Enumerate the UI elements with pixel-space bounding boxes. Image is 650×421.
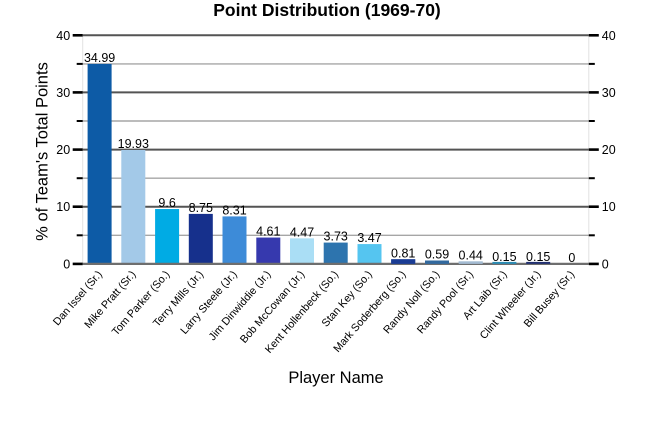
svg-text:34.99: 34.99 — [84, 51, 115, 65]
svg-text:0: 0 — [63, 257, 70, 271]
svg-text:40: 40 — [602, 29, 616, 43]
svg-text:3.47: 3.47 — [357, 231, 381, 245]
svg-text:0.15: 0.15 — [526, 250, 550, 264]
svg-text:0.44: 0.44 — [459, 248, 483, 262]
svg-text:0.81: 0.81 — [391, 246, 415, 260]
svg-text:30: 30 — [56, 86, 70, 100]
svg-text:20: 20 — [56, 143, 70, 157]
svg-text:30: 30 — [602, 86, 616, 100]
svg-text:0: 0 — [568, 251, 575, 265]
svg-text:3.73: 3.73 — [324, 230, 348, 244]
svg-text:0.59: 0.59 — [425, 248, 449, 262]
svg-text:40: 40 — [56, 29, 70, 43]
svg-text:8.75: 8.75 — [189, 201, 213, 215]
svg-text:0.15: 0.15 — [492, 250, 516, 264]
svg-text:Point Distribution (1969-70): Point Distribution (1969-70) — [213, 0, 441, 20]
svg-text:Player Name: Player Name — [288, 369, 383, 387]
svg-text:% of Team's Total Points: % of Team's Total Points — [34, 62, 52, 241]
svg-text:4.61: 4.61 — [256, 225, 280, 239]
svg-text:20: 20 — [602, 143, 616, 157]
svg-text:4.47: 4.47 — [290, 225, 314, 239]
svg-text:9.6: 9.6 — [158, 196, 175, 210]
svg-text:10: 10 — [602, 200, 616, 214]
svg-text:19.93: 19.93 — [118, 137, 149, 151]
svg-text:8.31: 8.31 — [222, 203, 246, 217]
svg-text:10: 10 — [56, 200, 70, 214]
svg-text:0: 0 — [602, 257, 609, 271]
